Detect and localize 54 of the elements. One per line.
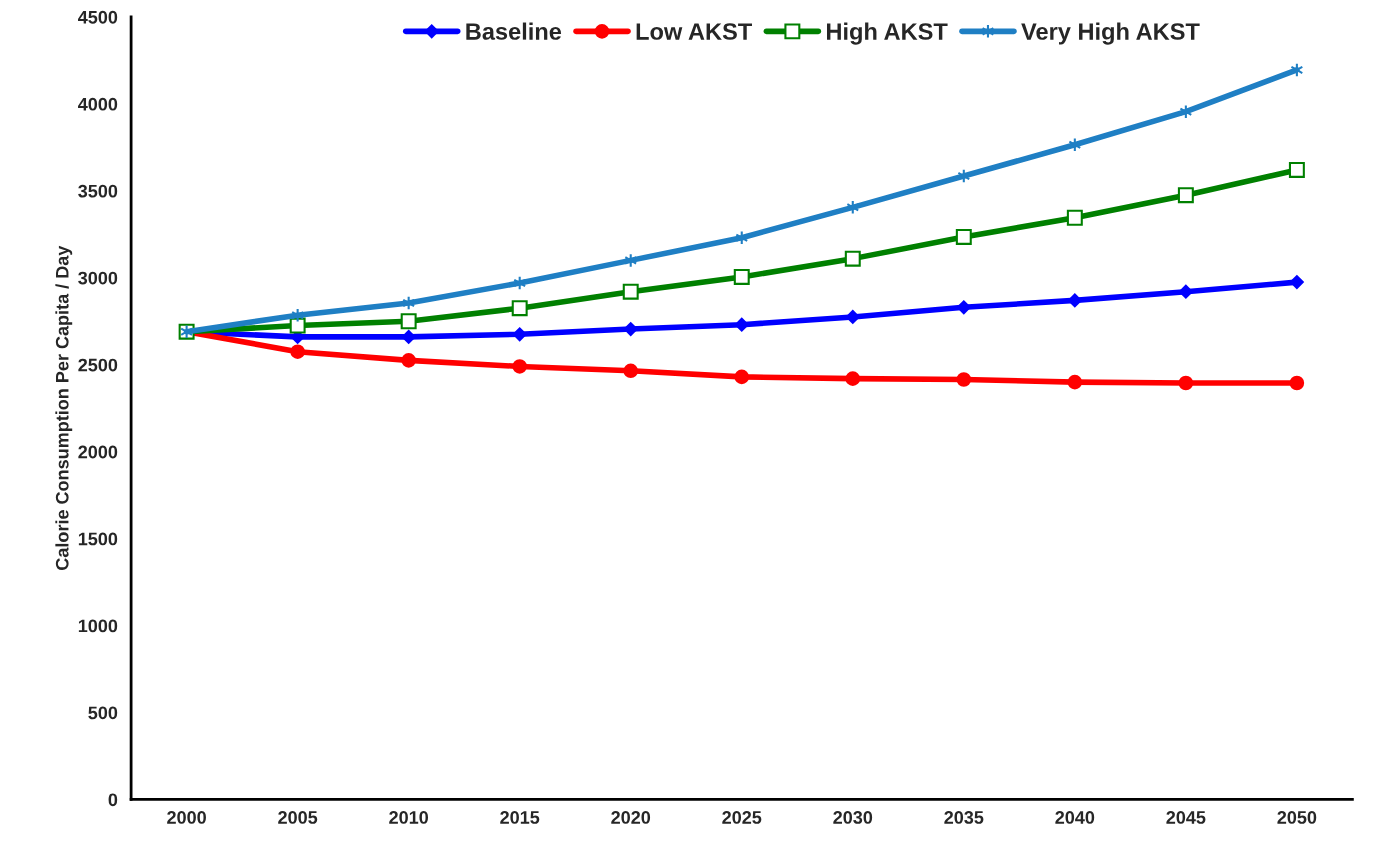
legend-label: Baseline <box>466 22 562 40</box>
point <box>623 322 638 336</box>
point <box>401 353 416 368</box>
y-tick-label: 2000 <box>78 445 118 459</box>
y-tick-label: 1000 <box>78 619 118 633</box>
x-tick-label: 2035 <box>944 811 984 824</box>
x-tick-label: 2005 <box>278 811 318 824</box>
point <box>400 313 417 330</box>
point <box>1066 209 1083 226</box>
legend-label: High AKST <box>827 22 948 45</box>
x-tick-label: 2050 <box>1277 811 1317 824</box>
point <box>623 363 639 379</box>
point <box>1178 375 1194 391</box>
y-tick-label: 1500 <box>78 532 118 546</box>
point <box>956 300 971 315</box>
point <box>1067 374 1083 390</box>
y-tick-label: 4500 <box>78 10 118 24</box>
x-tick-label: 2025 <box>722 811 762 824</box>
x-tick-label: 2020 <box>611 811 651 824</box>
y-tick-label: 0 <box>108 793 118 807</box>
y-tick-label: 3500 <box>78 184 118 198</box>
point <box>289 317 306 334</box>
point <box>845 371 861 386</box>
x-tick-label: 2000 <box>167 811 206 824</box>
point <box>290 344 305 359</box>
legend-label: Low AKST <box>636 23 752 40</box>
point <box>955 228 972 245</box>
point <box>512 359 527 374</box>
y-tick-label: 3000 <box>78 271 118 285</box>
point <box>956 372 972 387</box>
x-tick-label: 2045 <box>1166 811 1206 824</box>
point <box>511 300 528 317</box>
point <box>844 250 861 267</box>
x-tick-label: 2010 <box>389 811 429 824</box>
y-tick-label: 500 <box>88 706 118 720</box>
point <box>401 329 416 344</box>
point <box>734 317 749 332</box>
point <box>734 369 750 385</box>
y-tick-label: 2500 <box>78 358 118 372</box>
y-axis-title: Calorie Consumption Per Capita / Day <box>55 245 73 570</box>
point <box>1177 187 1194 204</box>
point <box>512 327 527 342</box>
point <box>622 283 639 300</box>
x-tick-label: 2040 <box>1055 811 1095 824</box>
legend-label: Very High AKST <box>1021 22 1200 45</box>
y-tick-label: 4000 <box>78 97 118 111</box>
point <box>733 268 750 285</box>
point <box>1289 275 1304 290</box>
point <box>1178 284 1193 299</box>
x-tick-label: 2030 <box>833 811 873 824</box>
point <box>845 309 860 324</box>
point <box>1289 375 1305 391</box>
x-tick-label: 2015 <box>500 811 540 824</box>
point <box>1288 161 1305 178</box>
